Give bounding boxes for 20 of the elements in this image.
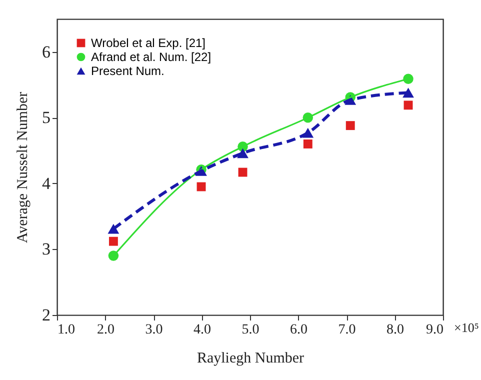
x-tick-label: 2.0: [97, 322, 114, 338]
x-tick-label: 6.0: [290, 322, 308, 338]
y-tick-label: 2: [42, 306, 50, 324]
x-tick-label: 1.0: [58, 322, 75, 338]
x-tick-label: 7.0: [338, 322, 356, 338]
x-tick-label: 4.0: [194, 322, 211, 338]
y-tick-label: 5: [42, 108, 50, 128]
text: ×10⁵: [454, 320, 479, 335]
legend-label: Afrand et al. Num. [22]: [91, 50, 212, 64]
x-tick-label: 3.0: [145, 322, 163, 338]
y-tick-label: 6: [42, 42, 50, 62]
y-tick-label: 4: [42, 174, 51, 193]
x-tick-label: 5.0: [242, 322, 260, 338]
x-axis-title: Rayliegh Number: [196, 350, 304, 366]
legend-label: Wrobel et al Exp. [21]: [91, 36, 206, 50]
legend-label: Present Num.: [91, 64, 164, 78]
x-tick-label: 8.0: [386, 322, 404, 338]
y-axis-title: Average Nusselt Number: [15, 92, 31, 244]
y-tick-label: 3: [42, 240, 50, 259]
x-tick-label: 9.0: [426, 322, 444, 338]
